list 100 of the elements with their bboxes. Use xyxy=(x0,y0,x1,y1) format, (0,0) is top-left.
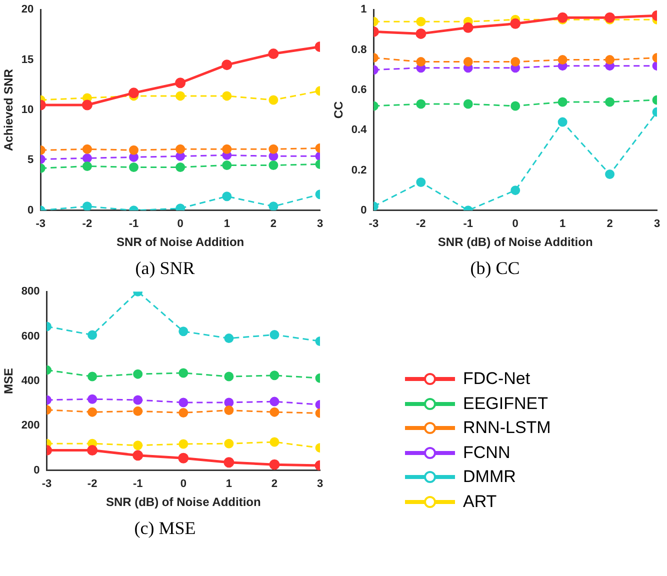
x-tick-label: 2 xyxy=(606,218,613,230)
x-axis-title: SNR (dB) of Noise Addition xyxy=(438,235,593,250)
text: (a) SNR xyxy=(134,258,196,279)
point xyxy=(82,100,92,110)
point xyxy=(224,398,234,408)
y-tick-label: 600 xyxy=(21,330,40,342)
legend-label: FCNN xyxy=(463,442,510,463)
point xyxy=(558,55,568,65)
point xyxy=(133,440,143,450)
point xyxy=(128,88,140,98)
y-tick-label: 0.4 xyxy=(351,124,368,136)
y-axis-title: Achieved SNR xyxy=(2,68,16,152)
x-tick-label: 0 xyxy=(180,478,186,490)
y-tick-label: 0 xyxy=(360,204,367,216)
y-tick-label: 15 xyxy=(21,54,34,66)
point xyxy=(416,16,426,26)
x-tick-label: -3 xyxy=(36,218,46,230)
x-tick-label: 2 xyxy=(271,478,278,490)
x-axis-title: SNR of Noise Addition xyxy=(116,235,244,250)
point xyxy=(224,457,234,468)
point xyxy=(133,369,143,379)
x-tick-label: 1 xyxy=(560,218,566,230)
point xyxy=(268,95,278,105)
point xyxy=(222,160,232,170)
point xyxy=(132,450,144,461)
x-tick-label: -1 xyxy=(128,218,139,230)
legend-label: RNN-LSTM xyxy=(463,418,551,438)
point xyxy=(269,459,280,470)
x-tick-label: -1 xyxy=(132,478,143,490)
point xyxy=(224,438,234,448)
point xyxy=(133,395,143,405)
point xyxy=(510,186,520,196)
x-tick-label: 2 xyxy=(270,218,276,230)
x-tick-label: 0 xyxy=(512,218,518,230)
y-tick-label: 20 xyxy=(21,4,34,16)
legend-label: EEGIFNET xyxy=(463,394,548,414)
point xyxy=(178,408,188,418)
x-tick-label: -1 xyxy=(463,218,474,230)
point xyxy=(82,202,92,210)
point xyxy=(129,162,139,172)
point xyxy=(176,162,186,172)
y-tick-label: 1 xyxy=(360,4,367,16)
text: (c) MSE xyxy=(133,518,197,539)
point xyxy=(82,161,92,171)
x-tick-label: -2 xyxy=(416,218,426,230)
point xyxy=(416,178,426,188)
point xyxy=(82,153,92,163)
point xyxy=(268,160,278,170)
point xyxy=(270,330,280,340)
point xyxy=(463,57,473,67)
point xyxy=(222,60,232,70)
y-tick-label: 200 xyxy=(21,420,40,432)
point xyxy=(558,117,568,127)
x-tick-label: 1 xyxy=(224,218,230,230)
point xyxy=(462,22,474,33)
point xyxy=(176,91,186,101)
y-tick-label: 0.6 xyxy=(351,84,367,96)
x-tick-label: 3 xyxy=(654,218,660,230)
point xyxy=(178,398,188,408)
point xyxy=(510,18,521,29)
y-tick-label: 0.8 xyxy=(351,44,367,56)
y-axis-title: CC xyxy=(332,101,346,119)
point xyxy=(557,12,568,23)
y-tick-label: 400 xyxy=(21,375,40,388)
x-tick-label: 3 xyxy=(316,478,324,490)
y-tick-label: 10 xyxy=(21,104,34,116)
y-tick-label: 0.2 xyxy=(351,164,367,176)
x-axis-title: SNR (dB) of Noise Addition xyxy=(106,495,261,510)
point xyxy=(175,78,186,88)
point xyxy=(176,144,186,154)
y-tick-label: 800 xyxy=(21,286,40,298)
x-tick-label: 1 xyxy=(226,478,232,490)
point xyxy=(178,452,189,464)
point xyxy=(224,406,234,416)
point xyxy=(510,101,520,111)
point xyxy=(178,439,188,449)
point xyxy=(510,57,520,67)
x-tick-label: 0 xyxy=(177,218,184,230)
x-tick-label: -3 xyxy=(42,478,52,490)
point xyxy=(176,204,186,210)
legend-label: FDC-Net xyxy=(463,369,530,390)
point xyxy=(224,372,234,382)
point xyxy=(82,144,92,154)
x-tick-label: -2 xyxy=(87,478,98,490)
point xyxy=(416,99,426,109)
point xyxy=(270,407,280,417)
x-tick-label: 3 xyxy=(316,218,324,230)
point xyxy=(268,202,278,210)
point xyxy=(133,406,143,416)
point xyxy=(416,57,426,67)
point xyxy=(88,394,98,404)
point xyxy=(87,445,98,456)
point xyxy=(88,407,98,417)
y-axis-title: MSE xyxy=(2,368,16,394)
point xyxy=(270,437,280,447)
point xyxy=(270,396,280,406)
y-tick-label: 5 xyxy=(28,154,34,166)
point xyxy=(268,48,279,60)
text: (b) CC xyxy=(469,258,521,279)
point xyxy=(268,144,278,154)
